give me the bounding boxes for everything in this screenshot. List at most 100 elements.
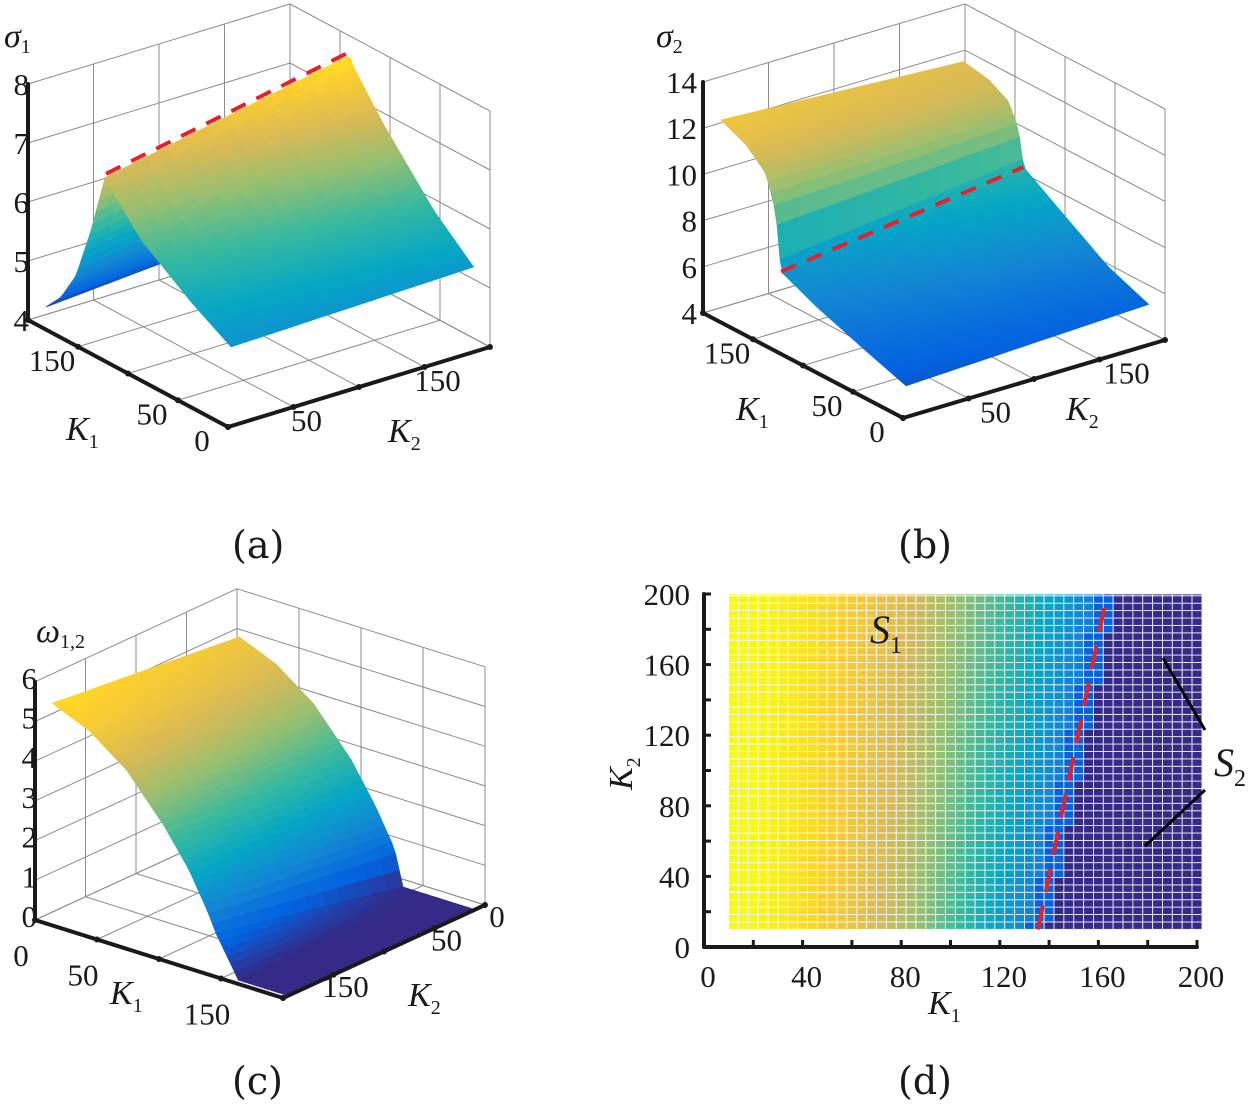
heatmap-cell: [1093, 780, 1104, 789]
heatmap-cell: [1033, 706, 1045, 715]
heatmap-cell: [1142, 654, 1154, 663]
heatmap-cell: [826, 877, 838, 886]
heatmap-cell: [777, 780, 789, 789]
heatmap-cell: [1122, 832, 1134, 841]
heatmap-cell: [945, 825, 956, 834]
heatmap-cell: [1093, 810, 1104, 819]
heatmap-cell: [1152, 750, 1163, 760]
heatmap-cell: [885, 713, 897, 723]
heatmap-cell: [757, 750, 769, 760]
heatmap-cell: [807, 699, 818, 708]
heatmap-cell: [797, 847, 808, 856]
k1-tick-label: 0: [194, 423, 210, 458]
heatmap-cell: [1171, 891, 1183, 901]
heatmap-cell: [856, 921, 868, 930]
heatmap-cell: [1053, 728, 1065, 738]
heatmap-cell: [777, 706, 789, 715]
heatmap-cell: [1102, 595, 1114, 604]
heatmap-cell: [964, 610, 976, 619]
k2-tick: [1031, 376, 1037, 382]
heatmap-cell: [747, 788, 759, 797]
heatmap-cell: [728, 862, 739, 871]
heatmap-cell: [1004, 802, 1016, 812]
heatmap-cell: [797, 602, 808, 612]
heatmap-cell: [807, 669, 818, 678]
heatmap-cell: [866, 921, 878, 930]
heatmap-cell: [1102, 921, 1114, 930]
heatmap-cell: [925, 610, 937, 619]
heatmap-cell: [925, 684, 937, 693]
heatmap-cell: [925, 906, 937, 915]
heatmap-cell: [1014, 706, 1025, 715]
heatmap-cell: [964, 862, 976, 871]
heatmap-cell: [1083, 610, 1094, 619]
heatmap-cell: [984, 765, 996, 775]
heatmap-cell: [994, 832, 1006, 841]
heatmap-cell: [1171, 624, 1183, 634]
heatmap-cell: [1063, 810, 1075, 819]
heatmap-cell: [1181, 669, 1193, 678]
heatmap-cell: [935, 839, 947, 849]
heatmap-cell: [836, 676, 848, 686]
heatmap-cell: [1053, 869, 1065, 878]
heatmap-cell: [1142, 632, 1154, 641]
heatmap-cell: [747, 617, 759, 626]
heatmap-cell: [836, 743, 848, 752]
k1-tick: [800, 362, 806, 369]
k2-tick-label: 50: [291, 403, 322, 438]
k1-tick-label: 0: [869, 414, 885, 449]
heatmap-cell: [816, 654, 828, 663]
heatmap-cell: [915, 699, 927, 708]
heatmap-cell: [915, 847, 927, 856]
heatmap-cell: [787, 743, 799, 752]
heatmap-cell: [747, 817, 759, 827]
heatmap-cell: [876, 721, 887, 730]
heatmap-cell: [1073, 810, 1085, 819]
heatmap-cell: [1093, 699, 1104, 708]
heatmap-cell: [826, 891, 838, 901]
heatmap-cell: [866, 662, 878, 671]
heatmap-cell: [728, 632, 739, 641]
heatmap-cell: [797, 780, 808, 789]
heatmap-cell: [1033, 721, 1045, 730]
heatmap-cell: [1132, 780, 1144, 789]
heatmap-cell: [915, 662, 927, 671]
heatmap-cell: [1171, 899, 1183, 908]
heatmap-cell: [905, 773, 917, 782]
heatmap-cell: [728, 832, 739, 841]
heatmap-cell: [846, 877, 858, 886]
heatmap-cell: [826, 713, 838, 723]
heatmap-cell: [895, 706, 907, 715]
heatmap-cell: [935, 617, 947, 626]
heatmap-cell: [1122, 706, 1134, 715]
heatmap-cell: [1004, 847, 1016, 856]
heatmap-cell: [1181, 736, 1193, 745]
heatmap-cell: [816, 713, 828, 723]
heatmap-cell: [1112, 602, 1124, 612]
heatmap-cell: [1142, 773, 1154, 782]
heatmap-cell: [1152, 884, 1163, 893]
heatmap-cell: [757, 921, 769, 930]
heatmap-cell: [905, 795, 917, 804]
heatmap-cell: [1043, 632, 1055, 641]
heatmap-cell: [836, 802, 848, 812]
heatmap-cell: [846, 736, 858, 745]
heatmap-cell: [876, 906, 887, 915]
heatmap-cell: [876, 899, 887, 908]
heatmap-cell: [1132, 617, 1144, 626]
heatmap-cell: [738, 817, 749, 827]
heatmap-cell: [974, 639, 986, 649]
z-tick-label: 2: [22, 820, 38, 855]
heatmap-cell: [777, 884, 789, 893]
heatmap-cell: [846, 914, 858, 923]
heatmap-cell: [1043, 914, 1055, 923]
heatmap-cell: [767, 639, 779, 649]
heatmap-cell: [994, 914, 1006, 923]
heatmap-cell: [876, 839, 887, 849]
heatmap-cell: [974, 765, 986, 775]
heatmap-cell: [787, 773, 799, 782]
heatmap-cell: [1083, 765, 1094, 775]
heatmap-cell: [816, 669, 828, 678]
heatmap-cell: [807, 624, 818, 634]
heatmap-cell: [1014, 839, 1025, 849]
